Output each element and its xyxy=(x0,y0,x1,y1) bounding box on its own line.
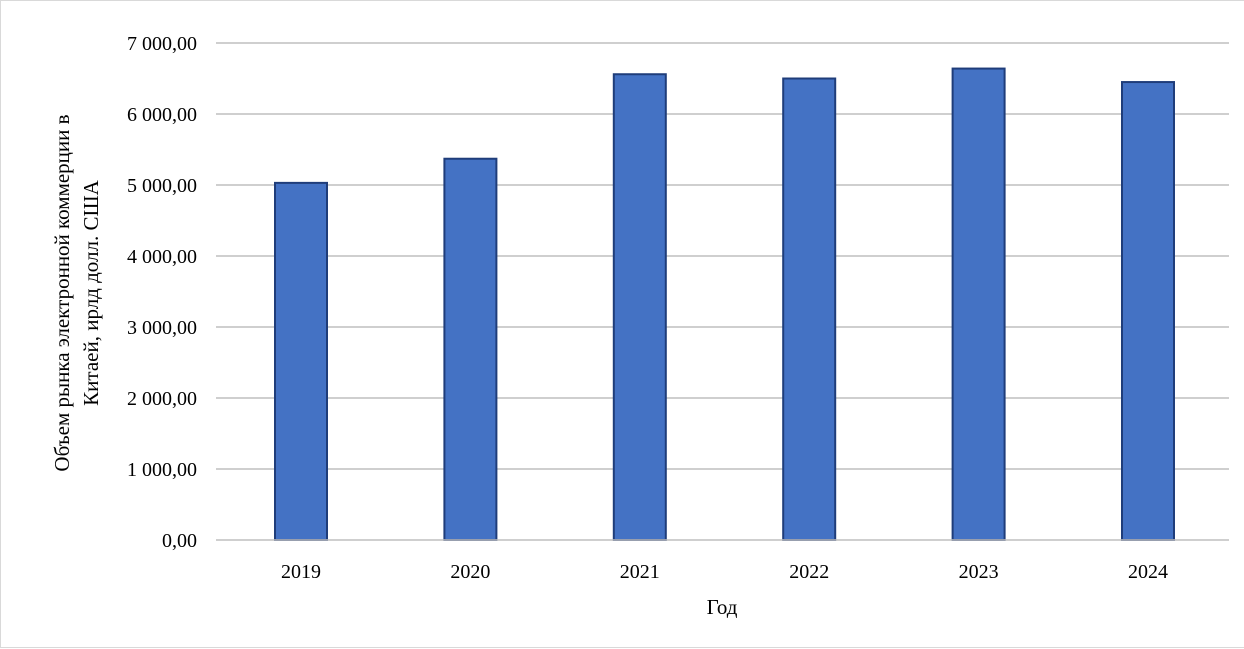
x-axis-ticks: 2019 2020 2021 2022 2023 2024 xyxy=(281,561,1168,583)
y-tick-label: 4 000,00 xyxy=(127,246,197,268)
bar-2024 xyxy=(1121,81,1175,542)
x-tick-label: 2019 xyxy=(281,561,321,583)
y-axis-title-line-2: Китаей, ирлд долл. США xyxy=(79,179,103,405)
y-tick-label: 5 000,00 xyxy=(127,175,197,197)
y-tick-label: 1 000,00 xyxy=(127,459,197,481)
y-axis-title: Объем рынка электронной коммерции в Кита… xyxy=(50,114,103,471)
y-tick-label: 2 000,00 xyxy=(127,388,197,410)
x-tick-label: 2021 xyxy=(620,561,660,583)
bar-2021 xyxy=(612,73,667,542)
x-tick-label: 2022 xyxy=(789,561,829,583)
x-tick-label: 2023 xyxy=(959,561,999,583)
x-tick-label: 2024 xyxy=(1128,561,1168,583)
bar-2022 xyxy=(782,77,837,541)
y-tick-label: 3 000,00 xyxy=(127,317,197,339)
bar-2023 xyxy=(951,67,1006,541)
bar-2019 xyxy=(274,181,328,541)
y-axis-title-line-1: Объем рынка электронной коммерции в xyxy=(50,114,74,471)
y-axis-ticks: 0,00 1 000,00 2 000,00 3 000,00 4 000,00 5 00… xyxy=(127,33,197,552)
bar-2020 xyxy=(443,157,498,541)
y-tick-label: 6 000,00 xyxy=(127,104,197,126)
x-axis-title: Год xyxy=(707,595,738,619)
x-tick-label: 2020 xyxy=(450,561,490,583)
gridlines xyxy=(216,42,1229,470)
bars xyxy=(274,67,1175,542)
y-tick-label: 7 000,00 xyxy=(127,33,197,55)
y-tick-label: 0,00 xyxy=(162,530,197,552)
